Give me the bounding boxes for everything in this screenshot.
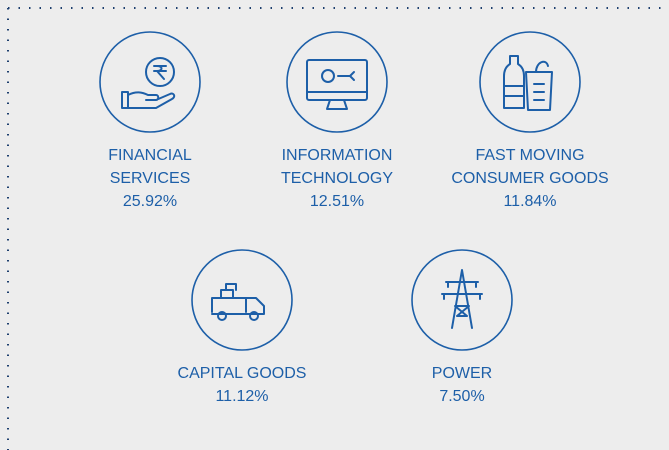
- it-icon: [286, 31, 388, 133]
- sector-label: TECHNOLOGY: [281, 170, 393, 187]
- sector-label: FAST MOVING: [475, 147, 584, 164]
- labels: FINANCIAL SERVICES 25.92% INFORMATION TECHNO…: [108, 147, 608, 405]
- sector-label: FINANCIAL: [108, 147, 192, 164]
- sector-label: CONSUMER GOODS: [451, 170, 608, 187]
- sector-label: POWER: [432, 365, 492, 382]
- fmcg-icon: [479, 31, 581, 133]
- sector-share: 12.51%: [310, 193, 364, 210]
- financial-icon: [99, 31, 201, 133]
- capital-goods-icon: [191, 249, 293, 351]
- sector-label: CAPITAL GOODS: [178, 365, 307, 382]
- sector-label: INFORMATION: [282, 147, 393, 164]
- sector-label: SERVICES: [110, 170, 191, 187]
- sector-share: 11.84%: [503, 193, 556, 210]
- sector-share: 11.12%: [215, 388, 268, 405]
- power-icon: [411, 249, 513, 351]
- sector-share: 7.50%: [439, 388, 484, 405]
- sector-share: 25.92%: [123, 193, 177, 210]
